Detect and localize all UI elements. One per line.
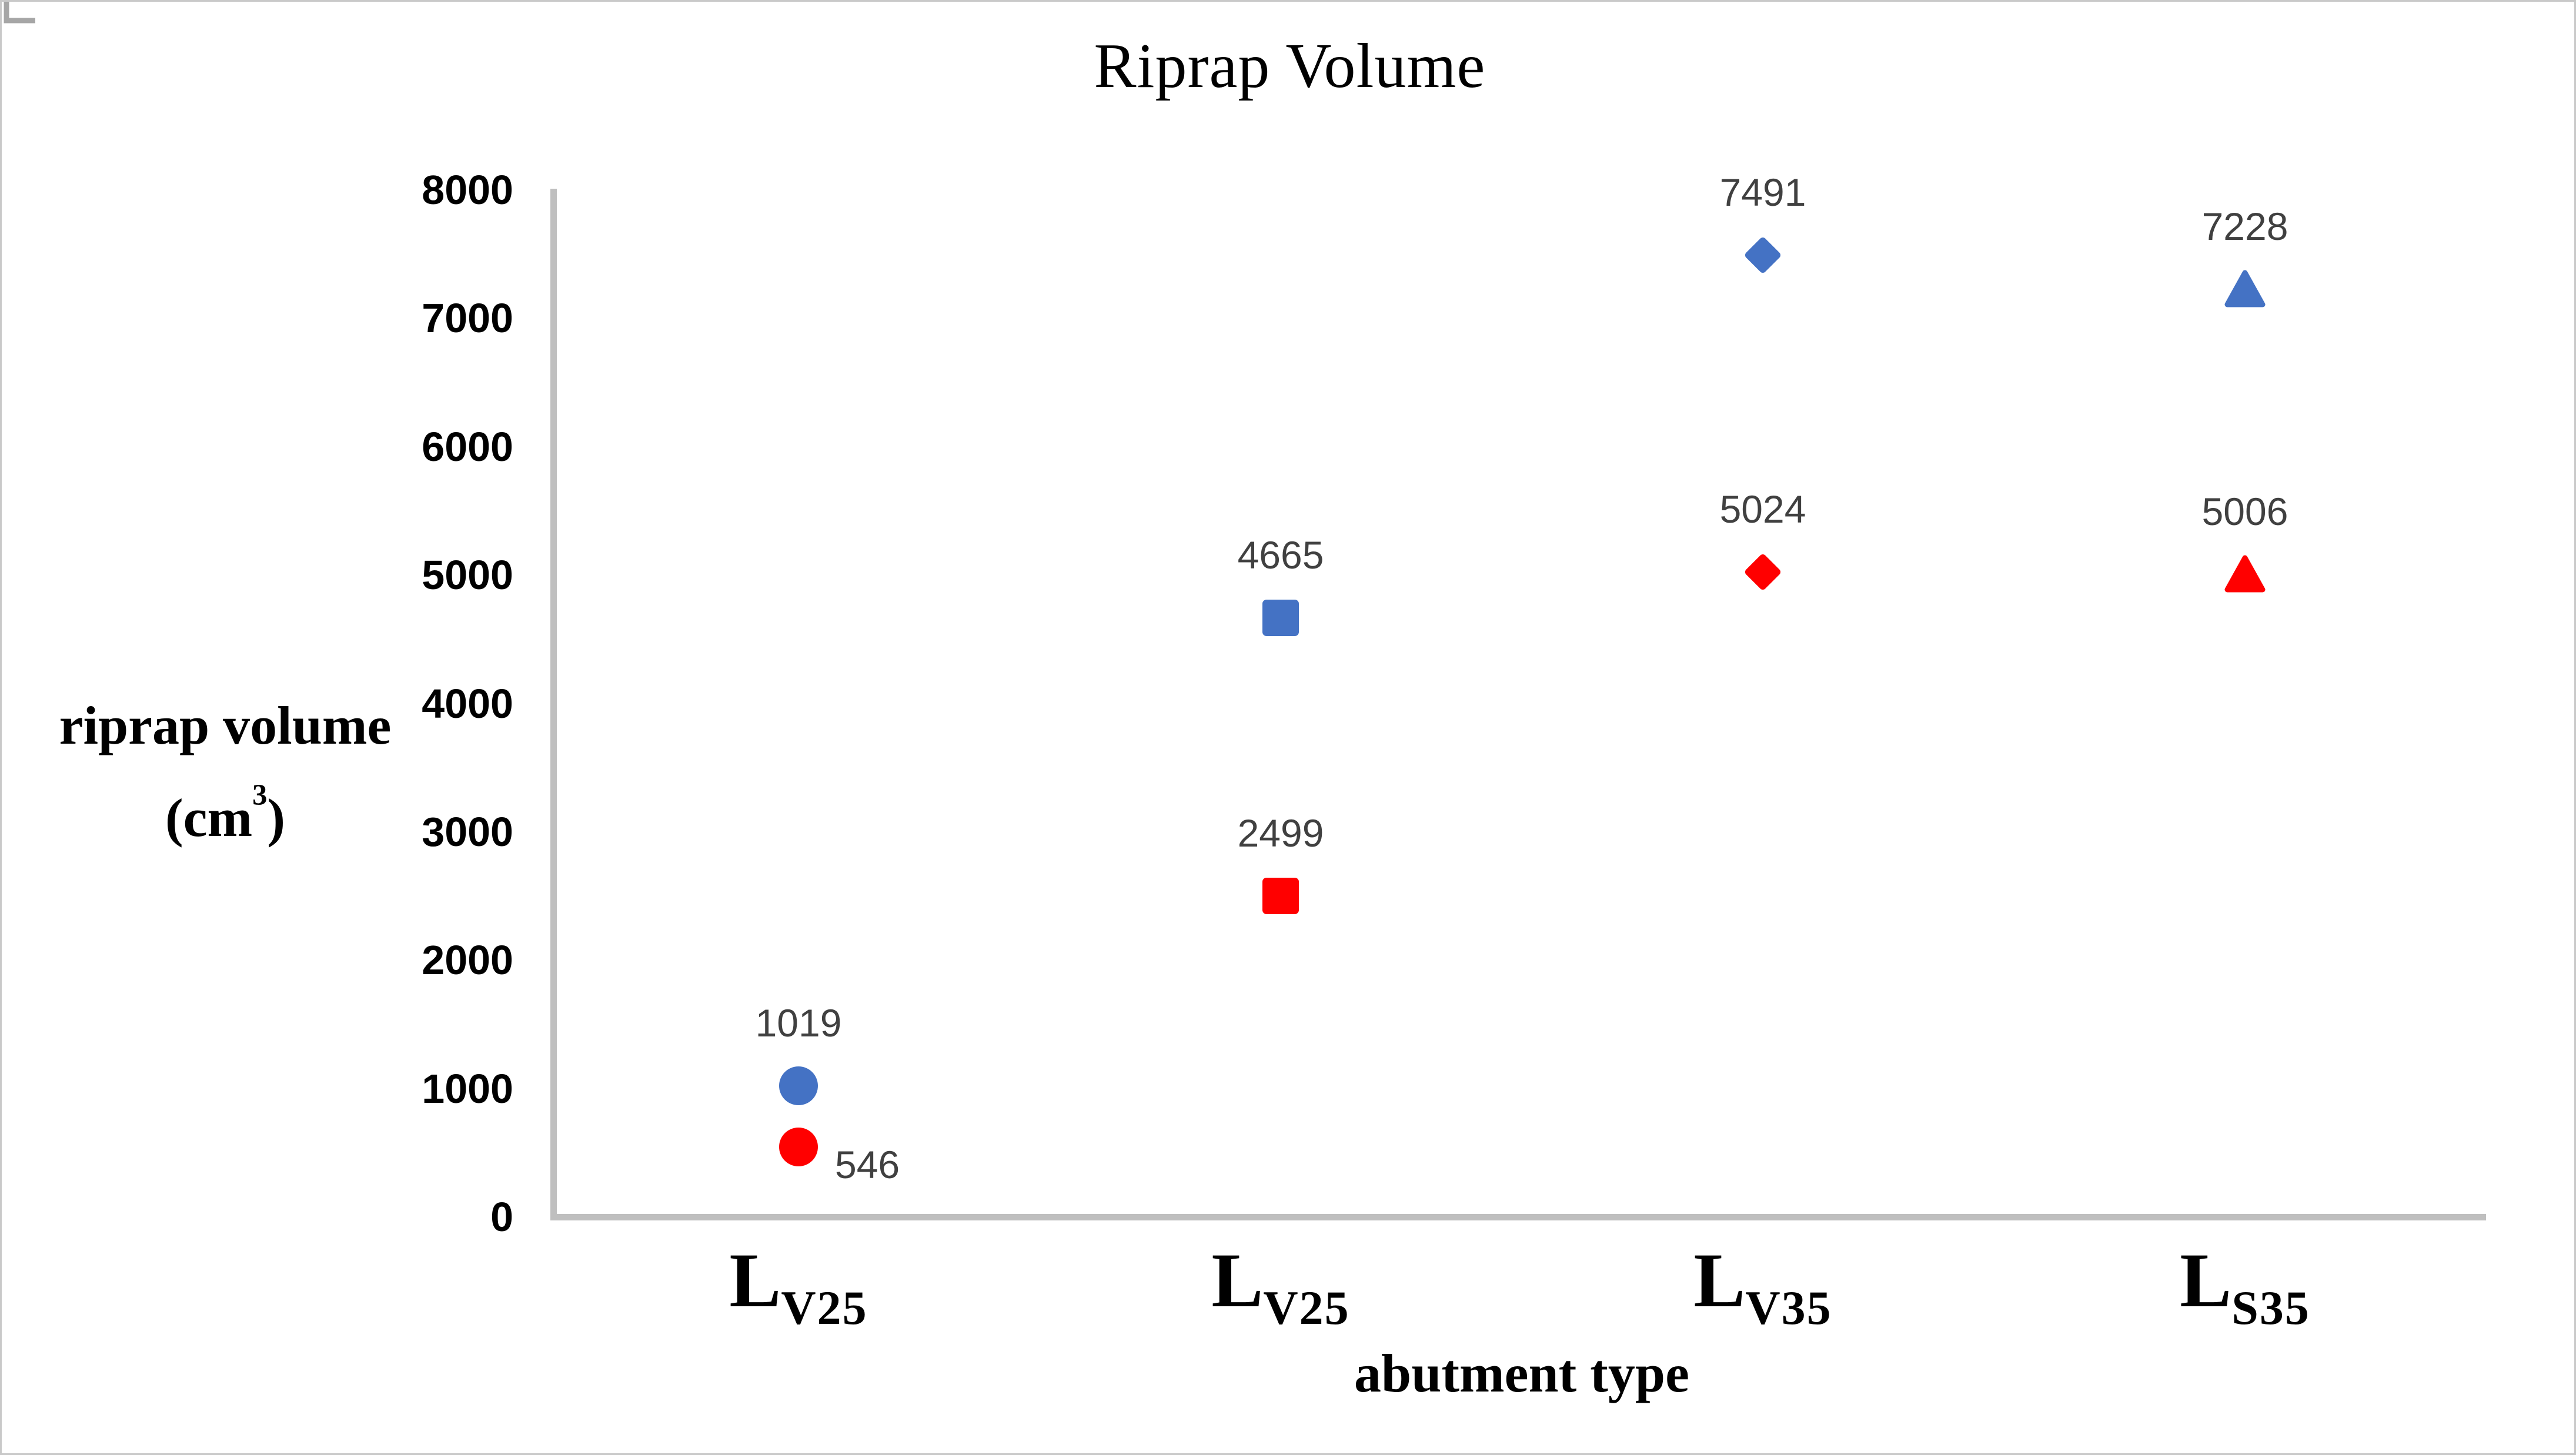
- y-axis-title-line1: riprap volume: [59, 695, 392, 755]
- y-axis-title-superscript: 3: [252, 778, 268, 811]
- marker-circle: [778, 1126, 819, 1168]
- data-label: 546: [835, 1142, 900, 1186]
- y-tick-label: 8000: [422, 167, 513, 213]
- marker-diamond: [1742, 235, 1783, 276]
- x-category-label: LV25: [1211, 1237, 1350, 1334]
- x-axis-title: abutment type: [1354, 1343, 1689, 1403]
- y-tick-label: 2000: [422, 937, 513, 984]
- marker-square: [1260, 875, 1301, 917]
- data-label: 4665: [1237, 533, 1324, 577]
- y-tick-label: 4000: [422, 680, 513, 727]
- y-tick-label: 3000: [422, 808, 513, 855]
- plot-area: 0 1000 2000 3000 4000 5000 6000 7000 8000 LV25 LV2…: [2, 2, 2574, 1334]
- y-tick-label: 7000: [422, 295, 513, 342]
- y-tick-label: 0: [490, 1194, 513, 1240]
- y-axis-title-line2: (cm3): [165, 778, 286, 848]
- x-category-label: LS35: [2180, 1237, 2310, 1334]
- x-category-label: LV25: [729, 1237, 868, 1334]
- x-category-label: LV35: [1693, 1237, 1832, 1334]
- y-axis-title: riprap volume (cm3): [34, 691, 416, 852]
- marker-triangle: [2224, 554, 2266, 595]
- y-tick-label: 5000: [422, 552, 513, 598]
- data-label-leader-line: [2, 2, 72, 28]
- data-label: 1019: [755, 1001, 842, 1045]
- data-label: 5024: [1719, 487, 1806, 531]
- y-tick-label: 1000: [422, 1065, 513, 1112]
- data-label: 2499: [1237, 811, 1324, 855]
- data-label: 7491: [1719, 170, 1806, 215]
- marker-circle: [778, 1065, 819, 1106]
- y-tick-label: 6000: [422, 423, 513, 470]
- marker-diamond: [1742, 551, 1783, 593]
- chart-title: Riprap Volume: [1094, 31, 1486, 101]
- x-axis-line: [550, 1214, 2486, 1220]
- data-label: 5006: [2201, 489, 2288, 533]
- marker-triangle: [2224, 269, 2266, 310]
- y-axis-line: [550, 189, 557, 1220]
- marker-square: [1260, 597, 1301, 638]
- data-label: 7228: [2201, 204, 2288, 248]
